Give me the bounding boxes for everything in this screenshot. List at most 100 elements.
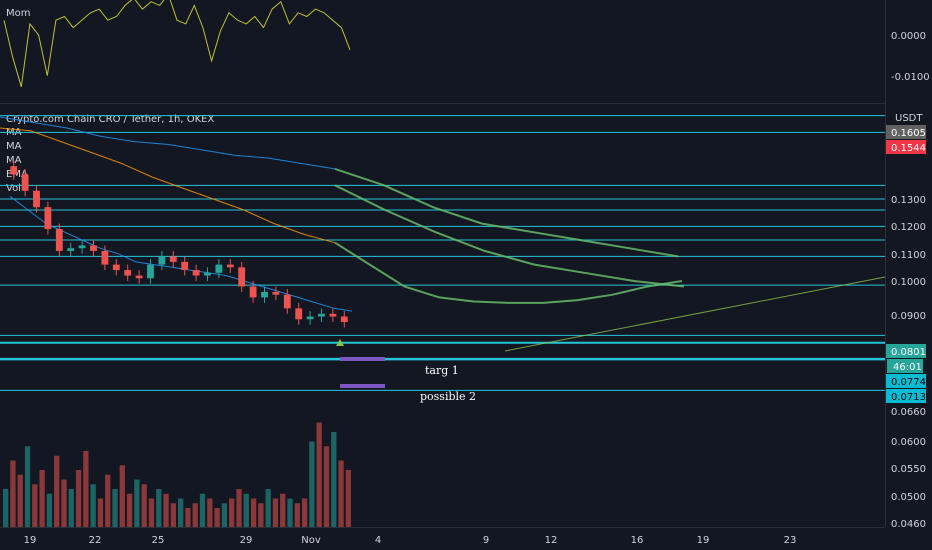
candle-body xyxy=(272,291,280,295)
momentum-line xyxy=(3,0,351,87)
volume-bar xyxy=(83,451,89,527)
volume-bar xyxy=(185,508,191,527)
candle-body xyxy=(124,270,132,276)
candle-body xyxy=(238,267,246,287)
countdown-text: 46:01 xyxy=(893,362,922,373)
countdown-badge xyxy=(887,359,923,373)
volume-bar xyxy=(287,498,293,527)
volume-bar xyxy=(54,455,60,527)
volume-bar xyxy=(61,479,67,527)
target-box-2 xyxy=(340,384,385,388)
candle-body xyxy=(226,264,234,268)
volume-bar xyxy=(119,465,125,527)
volume-bar xyxy=(163,493,169,527)
volume-bar xyxy=(46,493,53,527)
candle-body xyxy=(306,316,314,320)
time-tick: Nov xyxy=(301,535,321,546)
target-2-label: possible 2 xyxy=(420,390,476,403)
candle-body xyxy=(181,261,189,271)
volume-bar xyxy=(294,503,300,527)
volume-bar xyxy=(316,422,322,527)
legend-ma-3[interactable]: MA xyxy=(6,155,22,166)
candle-body xyxy=(204,272,211,276)
signal-marker xyxy=(336,339,344,346)
volume-bar xyxy=(207,498,213,527)
price-tick: 0.0500 xyxy=(891,492,926,503)
ma-line xyxy=(334,184,685,288)
time-tick: 19 xyxy=(697,535,710,546)
momentum-pane xyxy=(0,0,885,103)
volume-bar xyxy=(17,474,23,527)
candle-body xyxy=(21,174,29,191)
time-tick: 29 xyxy=(240,535,253,546)
volume-bar xyxy=(309,441,315,527)
volume-bar xyxy=(170,503,176,527)
candle-body xyxy=(90,245,97,251)
time-tick: 25 xyxy=(152,535,165,546)
ma-line xyxy=(0,116,336,170)
volume-bar xyxy=(178,498,184,527)
price-tick: 0.0600 xyxy=(891,437,926,448)
volume-bar xyxy=(272,498,279,527)
volume-bar xyxy=(141,484,147,527)
price-badge xyxy=(886,389,926,403)
price-tick: 0.0900 xyxy=(891,311,926,322)
legend-ema[interactable]: EMA xyxy=(6,169,28,180)
volume-bar xyxy=(105,474,111,527)
price-badge xyxy=(886,344,926,358)
price-badge-text: 0.1605 xyxy=(891,128,926,139)
candle-body xyxy=(283,294,291,309)
ma-line xyxy=(9,195,353,312)
volume-bar xyxy=(134,479,140,527)
volume-bar xyxy=(301,498,308,527)
price-badge-text: 0.0713 xyxy=(891,392,926,403)
volume-bar xyxy=(258,503,264,527)
candle-body xyxy=(55,229,63,251)
time-tick: 23 xyxy=(784,535,797,546)
time-tick: 4 xyxy=(375,535,381,546)
candle-body xyxy=(135,275,143,279)
candle-body xyxy=(169,256,177,262)
volume-bar xyxy=(126,493,133,527)
volume-bar xyxy=(265,489,271,527)
legend-ma-2[interactable]: MA xyxy=(6,141,22,152)
ma-line xyxy=(0,127,336,244)
price-badge-text: 0.0774 xyxy=(891,377,926,388)
volume-bar xyxy=(39,470,45,527)
candle-body xyxy=(249,286,257,298)
volume-bar xyxy=(280,493,286,527)
volume-bar xyxy=(156,489,162,527)
price-tick: 0.1000 xyxy=(891,277,926,288)
volume-bar xyxy=(236,489,242,527)
ma-line xyxy=(334,167,679,258)
volume-bar xyxy=(250,498,257,527)
candle-body xyxy=(78,245,86,249)
candle-body xyxy=(329,313,337,317)
price-tick: 0.0660 xyxy=(891,407,926,418)
price-badge-text: 0.0801 xyxy=(891,347,926,358)
trend-line xyxy=(504,276,886,352)
price-tick: 0.1100 xyxy=(891,250,926,261)
price-badge xyxy=(886,374,926,388)
candle-body xyxy=(33,190,40,208)
target-box-1 xyxy=(340,357,385,361)
price-tick: 0.1300 xyxy=(891,195,926,206)
volume-bar xyxy=(214,508,220,527)
legend-vol[interactable]: Vol xyxy=(6,183,21,194)
volume-bar xyxy=(32,484,38,527)
volume-bar xyxy=(10,460,16,527)
price-tick: 0.1200 xyxy=(891,222,926,233)
volume-bar xyxy=(345,470,351,527)
time-tick: 19 xyxy=(24,535,37,546)
candle-body xyxy=(112,264,120,271)
momentum-tick: 0.0000 xyxy=(891,31,926,42)
symbol-title[interactable]: Crypto.com Chain CRO / Tether, 1h, OKEX xyxy=(6,114,214,125)
candle-body xyxy=(158,256,166,265)
candle-body xyxy=(101,250,109,265)
volume-bar xyxy=(338,460,344,527)
candle-body xyxy=(147,264,154,279)
currency-label: USDT xyxy=(895,113,923,124)
ma-line xyxy=(334,241,683,304)
candle-body xyxy=(318,313,325,317)
